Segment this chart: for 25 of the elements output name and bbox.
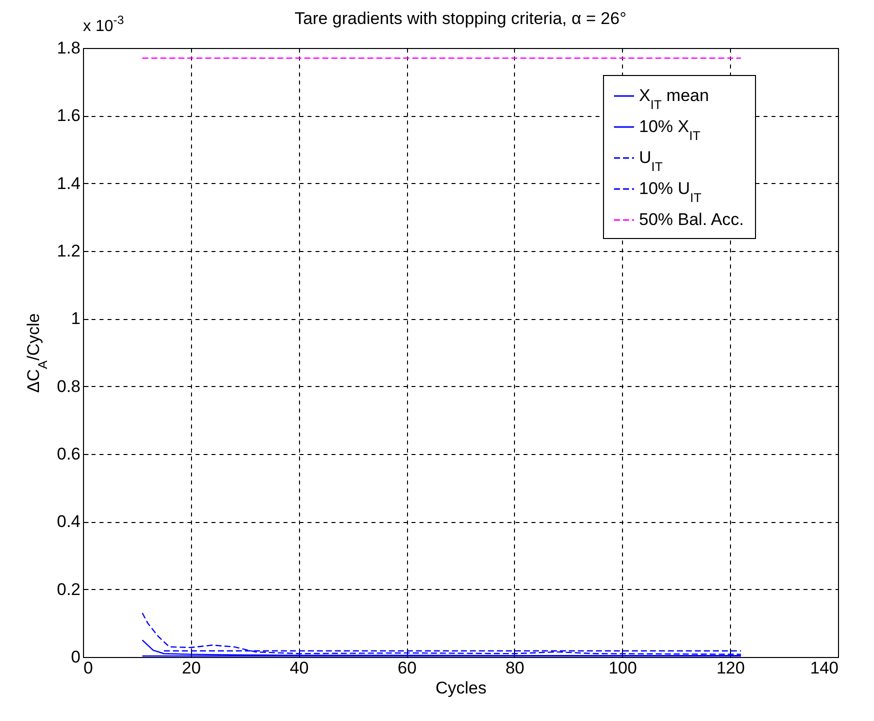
y-tick-label: 0.6 — [56, 444, 80, 464]
x-tick-label: 100 — [608, 658, 637, 678]
y-tick-label: 1.6 — [56, 106, 80, 126]
x-tick-label: 20 — [182, 658, 201, 678]
chart-title: Tare gradients with stopping criteria, α = 26° — [294, 9, 626, 28]
legend-label: U$_{IT}$ — [639, 148, 663, 174]
x-axis-title: Cycles — [435, 678, 487, 698]
y-tick-label: 1.8 — [56, 38, 80, 58]
y-tick-label: 0.8 — [56, 376, 80, 396]
y-tick-label: 0.4 — [56, 512, 80, 532]
y-tick-label: 1 — [71, 309, 80, 328]
y-tick-label: 1.4 — [56, 174, 80, 193]
x-tick-label: 120 — [716, 658, 745, 678]
text: x 10$^{-3}$ — [83, 13, 124, 35]
x-tick-label: 40 — [290, 658, 309, 678]
x-tick-label: 80 — [505, 658, 524, 678]
x-tick-label: 0 — [84, 658, 93, 678]
legend-label: X$_{IT}$ mean — [639, 86, 709, 112]
legend-label: 10% U$_{IT}$ — [639, 179, 702, 204]
y-tick-label: 1.2 — [56, 242, 80, 260]
x-tick-label: 140 — [810, 658, 838, 678]
x-tick-label: 60 — [398, 658, 417, 678]
legend-label: 50% Bal. Acc. — [639, 210, 744, 229]
legend-label: 10% X$_{IT}$ — [639, 117, 701, 142]
y-tick-label: 0.2 — [56, 580, 80, 599]
